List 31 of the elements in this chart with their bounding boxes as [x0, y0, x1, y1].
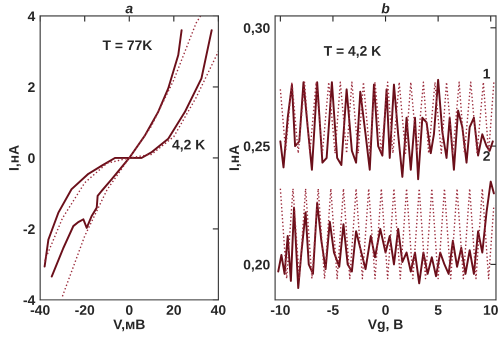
y-tick-label: 0: [28, 153, 35, 164]
x-tick-label: 0: [126, 305, 133, 315]
annotation: T = 77K: [102, 40, 152, 50]
x-tick-label: 5: [434, 305, 442, 315]
chart-title: a: [125, 6, 133, 14]
y-tick-label: 0,20: [244, 260, 270, 272]
y-tick-label: 0,30: [244, 23, 270, 35]
annotation: 1: [484, 68, 490, 78]
y-axis-title: I,нА: [229, 145, 242, 170]
x-tick-label: 0: [382, 305, 389, 315]
x-tick-label: -10: [270, 305, 290, 315]
x-tick-label: -5: [327, 305, 339, 315]
y-tick-label: -2: [23, 224, 35, 234]
x-tick-label: 40: [210, 305, 226, 315]
x-tick-label: -40: [30, 305, 50, 315]
annotation: T = 4,2 K: [324, 46, 382, 58]
x-tick-label: -20: [75, 305, 94, 315]
y-tick-label: 2: [28, 82, 35, 92]
x-tick-label: 10: [484, 305, 498, 315]
annotation: 2: [483, 151, 490, 161]
x-axis-title: V,мВ: [113, 320, 145, 332]
line-series: [279, 78, 494, 180]
y-tick-label: 0,25: [244, 141, 270, 154]
x-axis-title: Vg, В: [368, 320, 403, 332]
annotation: 4,2 K: [172, 140, 206, 152]
chart-title: b: [382, 3, 390, 14]
y-axis-title: I,нА: [9, 145, 21, 170]
y-tick-label: 4: [28, 11, 36, 22]
x-tick-label: 20: [166, 305, 181, 315]
line-series: [277, 180, 495, 290]
y-tick-label: -4: [23, 295, 36, 305]
